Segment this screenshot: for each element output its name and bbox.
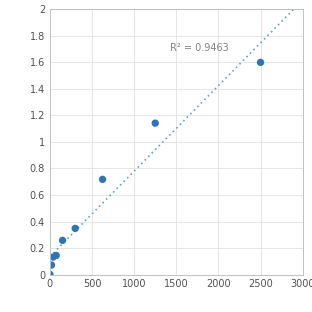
Point — [60, 238, 65, 243]
Point — [73, 226, 78, 231]
Point — [258, 60, 263, 65]
Text: R² = 0.9463: R² = 0.9463 — [169, 43, 228, 53]
Point — [49, 262, 54, 267]
Point — [100, 177, 105, 182]
Point — [54, 253, 59, 258]
Point — [153, 121, 158, 126]
Point — [47, 272, 52, 277]
Point — [51, 255, 56, 260]
